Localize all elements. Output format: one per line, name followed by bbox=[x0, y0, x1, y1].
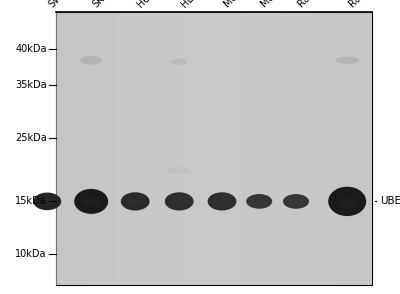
Text: Rat brain: Rat brain bbox=[347, 0, 386, 9]
Ellipse shape bbox=[127, 199, 143, 206]
Ellipse shape bbox=[337, 198, 358, 208]
Ellipse shape bbox=[121, 192, 150, 211]
Text: UBE2V2: UBE2V2 bbox=[380, 196, 400, 206]
Ellipse shape bbox=[214, 199, 230, 206]
Ellipse shape bbox=[335, 56, 359, 64]
Text: Mouse skin: Mouse skin bbox=[259, 0, 305, 9]
Ellipse shape bbox=[283, 194, 309, 209]
Ellipse shape bbox=[252, 200, 266, 205]
Text: 35kDa: 35kDa bbox=[15, 80, 47, 90]
Ellipse shape bbox=[168, 167, 191, 174]
Text: 15kDa: 15kDa bbox=[15, 196, 47, 206]
Text: SW480: SW480 bbox=[47, 0, 78, 9]
Text: HeLa: HeLa bbox=[135, 0, 160, 9]
Text: Rat liver: Rat liver bbox=[296, 0, 332, 9]
Text: 25kDa: 25kDa bbox=[15, 133, 47, 143]
Ellipse shape bbox=[208, 192, 236, 211]
Text: Mouse liver: Mouse liver bbox=[222, 0, 269, 9]
Ellipse shape bbox=[165, 192, 194, 211]
Text: SKOV3: SKOV3 bbox=[91, 0, 121, 9]
Text: HL-60: HL-60 bbox=[179, 0, 206, 9]
Text: 10kDa: 10kDa bbox=[15, 249, 47, 259]
Ellipse shape bbox=[171, 59, 187, 65]
Ellipse shape bbox=[328, 187, 366, 216]
Ellipse shape bbox=[40, 199, 55, 206]
Ellipse shape bbox=[82, 198, 100, 207]
Ellipse shape bbox=[171, 199, 187, 206]
Ellipse shape bbox=[80, 56, 102, 65]
Ellipse shape bbox=[74, 189, 108, 214]
Ellipse shape bbox=[246, 194, 272, 209]
Text: 40kDa: 40kDa bbox=[15, 44, 47, 54]
Ellipse shape bbox=[33, 193, 61, 210]
Ellipse shape bbox=[289, 200, 303, 205]
Bar bbox=[56, 12, 372, 285]
